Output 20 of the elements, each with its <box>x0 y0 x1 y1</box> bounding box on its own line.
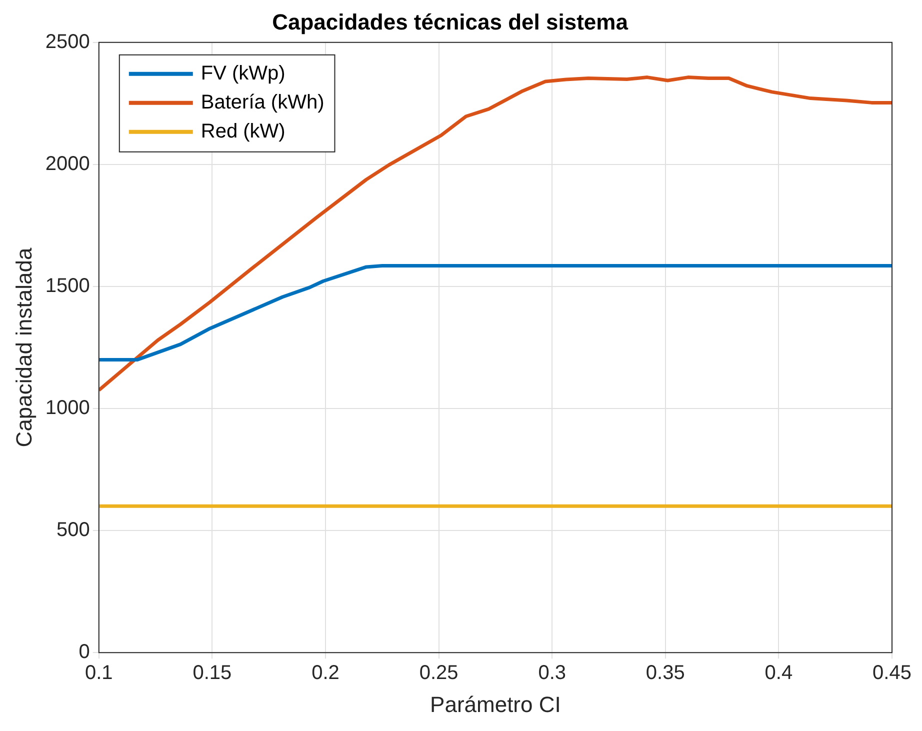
y-tick-label: 2500 <box>45 30 90 53</box>
y-tick-label: 1500 <box>45 274 90 297</box>
legend-label: Batería (kWh) <box>200 91 324 114</box>
x-axis-title: Parámetro CI <box>430 692 561 717</box>
legend-label: FV (kWp) <box>200 62 286 84</box>
x-tick-label: 0.45 <box>872 662 912 684</box>
x-tick-label: 0.15 <box>192 662 232 684</box>
x-tick-label: 0.25 <box>419 662 458 684</box>
legend-label: Red (kW) <box>200 120 286 142</box>
y-tick-label: 500 <box>56 519 90 542</box>
x-tick-label: 0.1 <box>84 662 113 684</box>
x-tick-label: 0.2 <box>312 662 340 684</box>
x-tick-label: 0.3 <box>538 662 566 684</box>
y-tick-label: 0 <box>78 641 90 664</box>
x-tick-label: 0.4 <box>764 662 793 684</box>
y-tick-label: 2000 <box>45 152 90 175</box>
chart-title: Capacidades técnicas del sistema <box>272 9 629 34</box>
y-tick-label: 1000 <box>45 397 90 420</box>
x-tick-label: 0.35 <box>646 662 685 684</box>
y-axis-title: Capacidad instalada <box>11 247 36 448</box>
